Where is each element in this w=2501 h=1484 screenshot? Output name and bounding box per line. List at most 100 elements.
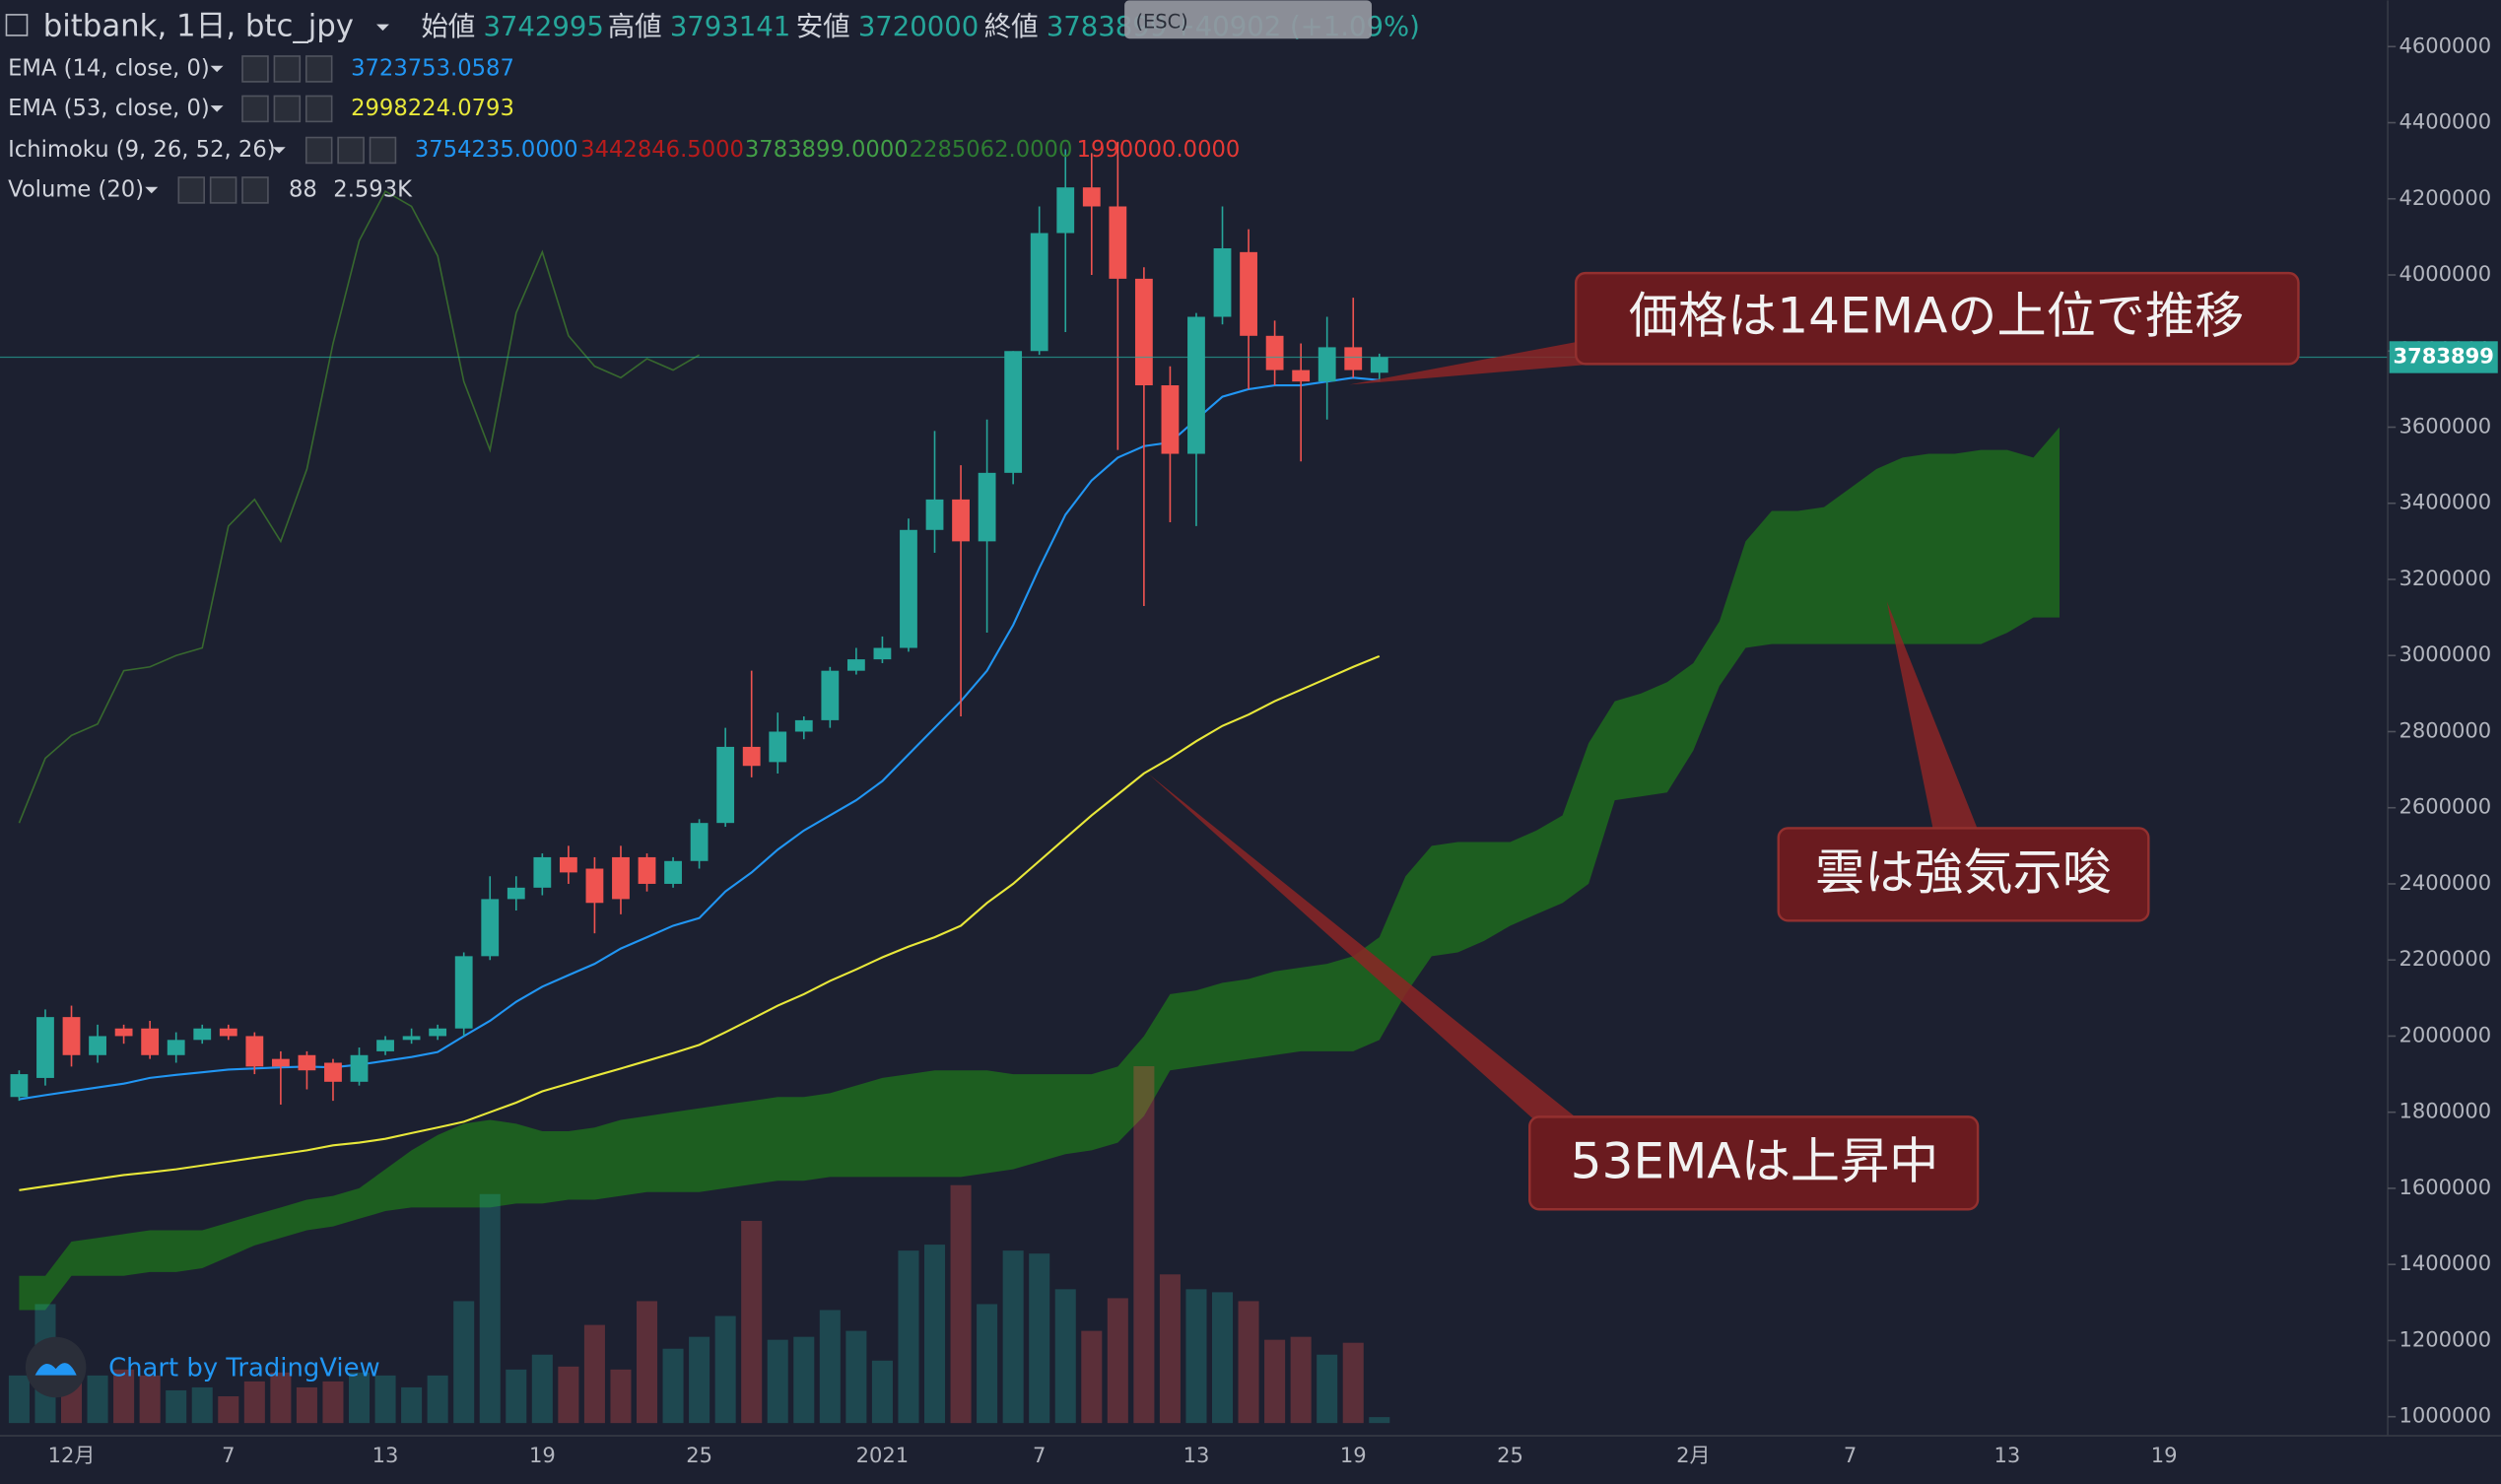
volume-bar [871,1360,893,1424]
eye-icon[interactable] [304,136,333,165]
symbol[interactable]: bitbank, 1日, btc_jpy [43,8,354,43]
annotation-box [1574,271,2300,366]
volume-bar [714,1315,736,1424]
candle-body [1161,385,1180,454]
caret[interactable] [145,186,159,194]
x-tick-label: 13 [1994,1443,2020,1467]
volume-bar [1342,1342,1364,1424]
volume-bar [374,1375,396,1424]
candle-body [454,956,473,1029]
candle-body [1056,187,1075,234]
annotation-box [1777,827,2150,922]
candle-body [900,529,917,648]
candle-body [1344,347,1363,371]
high-value: 3793141 [670,11,790,42]
volume-bar [401,1386,423,1424]
candle-body [245,1036,264,1067]
candle-body [1030,233,1048,352]
caret[interactable] [210,65,224,73]
caret[interactable] [375,24,389,32]
x-tick-label: 25 [686,1443,712,1467]
y-tick-label: 4400000 [2400,109,2492,134]
gear-icon[interactable] [273,55,302,83]
volume-bar [898,1250,919,1424]
plot-area [0,141,2389,1424]
collapse-icon[interactable] [5,14,29,36]
volume-legend-value: 2.593K [333,176,413,202]
x-tick-label: 2021 [856,1443,910,1467]
legend-value: 2998224.0793 [351,96,514,121]
candle-body [690,823,709,861]
volume-bar [1317,1354,1338,1424]
x-tick-label: 12月 [48,1443,96,1467]
candle-body [1213,247,1232,317]
y-tick-label: 3200000 [2400,566,2492,590]
y-tick-label: 1000000 [2400,1403,2492,1428]
watermark[interactable]: Chart by TradingView [108,1354,380,1383]
volume-bar [479,1193,501,1424]
candle-body [429,1028,447,1037]
volume-bar [662,1348,684,1424]
volume-bar [1107,1298,1128,1424]
x-tick-label: 13 [1183,1443,1210,1467]
candle-body [298,1054,316,1071]
candle-body [1265,335,1284,371]
candle-body [1082,187,1101,207]
legend-value: 3442846.5000 [580,137,744,163]
y-tick-label: 4600000 [2400,33,2492,57]
candle-body [1004,351,1023,473]
candle-body [742,746,761,767]
y-tick-label: 1800000 [2400,1099,2492,1123]
volume-bar [191,1386,213,1424]
volume-bar [1290,1336,1312,1424]
legend-value: 3783899.0000 [745,137,909,163]
eye-icon[interactable] [241,95,269,123]
x-tick-label: 13 [372,1443,399,1467]
close-icon[interactable] [369,136,397,165]
price-label-box [2389,341,2498,373]
candle-body [324,1062,342,1082]
legend-label: EMA (53, close, 0) [8,96,210,121]
candle-body [141,1028,160,1055]
y-tick-label: 3000000 [2400,641,2492,666]
annotation: 雲は強気示唆 [1815,843,2112,901]
caret[interactable] [272,147,286,154]
candle-body [402,1036,421,1041]
close-icon[interactable] [304,95,333,123]
candle-body [376,1040,394,1051]
logo[interactable] [25,1336,87,1398]
gear-icon[interactable] [273,95,302,123]
low-value: 3720000 [858,11,979,42]
x-tick-label: 19 [529,1443,556,1467]
tooltip-box [1124,0,1373,39]
candle-body [89,1036,106,1055]
volume-legend-value: 88 [289,176,317,202]
volume-bar [558,1366,579,1424]
close-icon[interactable] [304,55,333,83]
eye-icon[interactable] [177,176,205,204]
legend-icons [145,55,397,204]
x-tick-label: 19 [2151,1443,2178,1467]
volume-bar [583,1324,605,1424]
gear-icon[interactable] [209,176,237,204]
candle-body [36,1017,54,1078]
y-tick-label: 1200000 [2400,1326,2492,1351]
candle-body [533,856,552,888]
volume-bar [296,1386,317,1424]
candle-body [507,887,525,900]
eye-icon[interactable] [241,55,269,83]
gear-icon[interactable] [337,136,365,165]
x-tick-label: 7 [222,1443,235,1467]
volume-bar [689,1336,710,1424]
caret[interactable] [210,105,224,112]
close-icon[interactable] [241,176,269,204]
volume-bar [1133,1066,1155,1424]
volume-bar [1159,1274,1181,1424]
volume-bar [166,1389,187,1424]
lagging-line [18,189,701,824]
volume-bar [1185,1289,1207,1424]
y-tick-label: 4000000 [2400,261,2492,286]
volume-bar [1264,1339,1286,1424]
